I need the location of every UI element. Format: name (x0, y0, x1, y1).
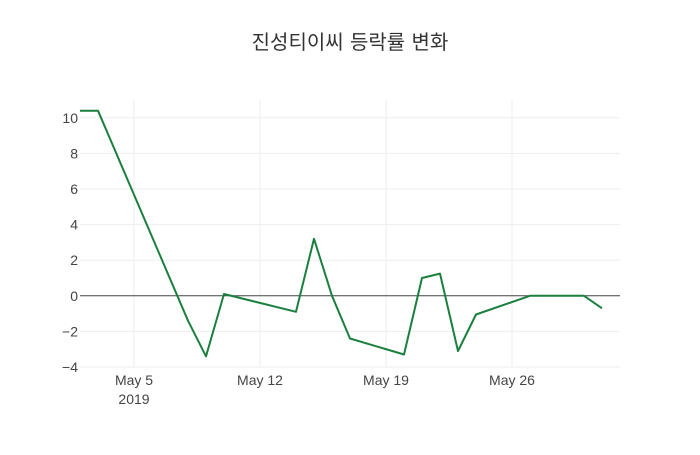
x-tick-label: May 5 (115, 372, 153, 388)
x-tick-label: May 26 (489, 372, 535, 388)
x-axis-ticks: May 5 2019 May 12 May 19 May 26 (115, 372, 535, 407)
y-tick-label: 0 (70, 288, 78, 304)
x-tick-label: May 12 (237, 372, 283, 388)
y-tick-label: 10 (62, 110, 78, 126)
series-line (80, 111, 602, 357)
y-tick-label: 4 (70, 217, 78, 233)
y-tick-label: −2 (62, 323, 78, 339)
y-axis-ticks: −4 −2 0 2 4 6 8 10 (62, 110, 78, 375)
x-tick-label: May 19 (363, 372, 409, 388)
y-tick-label: −4 (62, 359, 78, 375)
x-tick-year-label: 2019 (118, 391, 149, 407)
chart-title: 진성티이씨 등락률 변화 (0, 26, 700, 55)
series-layer (80, 111, 602, 357)
y-tick-label: 6 (70, 181, 78, 197)
grid (80, 100, 620, 367)
y-tick-label: 8 (70, 145, 78, 161)
y-tick-label: 2 (70, 252, 78, 268)
